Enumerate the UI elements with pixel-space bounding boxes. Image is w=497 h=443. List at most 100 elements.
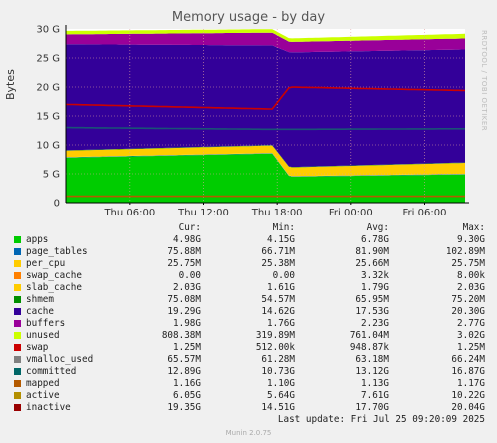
legend-row-buffers: buffers 1.98G 1.76G 2.23G 2.77G — [0, 318, 497, 330]
legend-avg: 25.66M — [355, 258, 389, 269]
legend-name: inactive — [26, 402, 71, 413]
legend-cur: 19.29G — [167, 306, 201, 317]
legend-row-cache: cache 19.29G 14.62G 17.53G 20.30G — [0, 306, 497, 318]
last-update-text: Last update: Fri Jul 25 09:20:09 2025 — [277, 414, 485, 425]
legend-max: 1.17G — [457, 378, 485, 389]
legend-avg: 63.18M — [355, 354, 389, 365]
legend-avg: 3.32k — [361, 270, 389, 281]
legend-max: 2.03G — [457, 282, 485, 293]
legend-max: 1.25M — [457, 342, 485, 353]
legend-min: 512.00k — [255, 342, 295, 353]
munin-version-footer: Munin 2.0.75 — [225, 429, 272, 437]
legend-name: apps — [26, 234, 49, 245]
rrdtool-vendor-label: RRDTOOL / TOBI OETIKER — [480, 30, 488, 132]
legend-max: 66.24M — [451, 354, 485, 365]
legend-name: vmalloc_used — [26, 354, 94, 365]
legend-min: 0.00 — [272, 270, 295, 281]
legend-cur: 65.57M — [167, 354, 201, 365]
legend-name: buffers — [26, 318, 66, 329]
legend-cur: 0.00 — [178, 270, 201, 281]
legend-max: 2.77G — [457, 318, 485, 329]
legend-cur: 808.38M — [161, 330, 201, 341]
legend-min: 14.62G — [261, 306, 295, 317]
legend-cur: 25.75M — [167, 258, 201, 269]
legend-name: active — [26, 390, 60, 401]
legend-min: 1.76G — [267, 318, 295, 329]
legend-header-min: Min: — [272, 222, 295, 233]
legend-swatch — [14, 308, 21, 315]
legend-swatch — [14, 404, 21, 411]
legend-avg: 948.87k — [349, 342, 389, 353]
legend-row-committed: committed 12.89G 10.73G 13.12G 16.87G — [0, 366, 497, 378]
legend-min: 4.15G — [267, 234, 295, 245]
legend-min: 5.64G — [267, 390, 295, 401]
legend-name: page_tables — [26, 246, 88, 257]
area-apps — [66, 153, 465, 203]
legend-swatch — [14, 392, 21, 399]
legend-swatch — [14, 284, 21, 291]
legend-header: Cur: Min: Avg: Max: — [0, 222, 497, 234]
legend-max: 16.87G — [451, 366, 485, 377]
legend-name: committed — [26, 366, 77, 377]
legend-max: 3.02G — [457, 330, 485, 341]
legend-cur: 2.03G — [173, 282, 201, 293]
legend-cur: 75.88M — [167, 246, 201, 257]
area-buffers — [66, 32, 465, 53]
legend-row-mapped: mapped 1.16G 1.10G 1.13G 1.17G — [0, 378, 497, 390]
legend-name: cache — [26, 306, 54, 317]
legend-cur: 75.08M — [167, 294, 201, 305]
legend-min: 1.61G — [267, 282, 295, 293]
legend-max: 10.22G — [451, 390, 485, 401]
legend-name: unused — [26, 330, 60, 341]
legend-avg: 65.95M — [355, 294, 389, 305]
legend-max: 9.30G — [457, 234, 485, 245]
legend-max: 75.20M — [451, 294, 485, 305]
legend-swatch — [14, 260, 21, 267]
legend-avg: 17.70G — [355, 402, 389, 413]
x-tick-label: Thu 06:00 — [103, 208, 155, 215]
legend-swatch — [14, 332, 21, 339]
y-tick-label: 25 G — [36, 54, 60, 65]
legend-avg: 17.53G — [355, 306, 389, 317]
legend-swatch — [14, 380, 21, 387]
legend-cur: 19.35G — [167, 402, 201, 413]
legend-min: 319.89M — [255, 330, 295, 341]
legend-swatch — [14, 320, 21, 327]
legend-row-vmalloc-used: vmalloc_used 65.57M 61.28M 63.18M 66.24M — [0, 354, 497, 366]
legend-row-active: active 6.05G 5.64G 7.61G 10.22G — [0, 390, 497, 402]
legend-header-max: Max: — [462, 222, 485, 233]
x-tick-label: Fri 06:00 — [403, 208, 447, 215]
legend-swatch — [14, 368, 21, 375]
legend-row-unused: unused 808.38M 319.89M 761.04M 3.02G — [0, 330, 497, 342]
line-committed — [66, 126, 465, 131]
legend-name: shmem — [26, 294, 54, 305]
legend-swatch — [14, 356, 21, 363]
legend-swatch — [14, 344, 21, 351]
legend-min: 25.38M — [261, 258, 295, 269]
legend-row-swap-cache: swap_cache 0.00 0.00 3.32k 8.00k — [0, 270, 497, 282]
legend-row-inactive: inactive 19.35G 14.51G 17.70G 20.04G — [0, 402, 497, 414]
legend-avg: 7.61G — [361, 390, 389, 401]
area-slab-cache — [66, 145, 465, 177]
y-tick-label: 10 G — [36, 141, 60, 152]
legend-cur: 1.25M — [173, 342, 201, 353]
y-tick-label: 30 G — [36, 25, 60, 36]
legend-min: 1.10G — [267, 378, 295, 389]
legend-swatch — [14, 248, 21, 255]
legend-avg: 761.04M — [349, 330, 389, 341]
legend-name: per_cpu — [26, 258, 66, 269]
legend-max: 8.00k — [457, 270, 485, 281]
legend-row-shmem: shmem 75.08M 54.57M 65.95M 75.20M — [0, 294, 497, 306]
legend-max: 20.30G — [451, 306, 485, 317]
legend-min: 14.51G — [261, 402, 295, 413]
memory-area-chart: 0 5 G 10 G 15 G 20 G 25 G 30 G Thu 06:00 Thu 12:… — [36, 25, 469, 215]
chart-title: Memory usage - by day — [171, 10, 326, 25]
legend-name: swap — [26, 342, 49, 353]
legend-min: 10.73G — [261, 366, 295, 377]
x-tick-label: Fri 00:00 — [329, 208, 373, 215]
x-tick-label: Thu 12:00 — [177, 208, 229, 215]
legend-max: 102.89M — [445, 246, 485, 257]
legend-min: 66.71M — [261, 246, 295, 257]
y-tick-label: 0 — [54, 199, 60, 210]
